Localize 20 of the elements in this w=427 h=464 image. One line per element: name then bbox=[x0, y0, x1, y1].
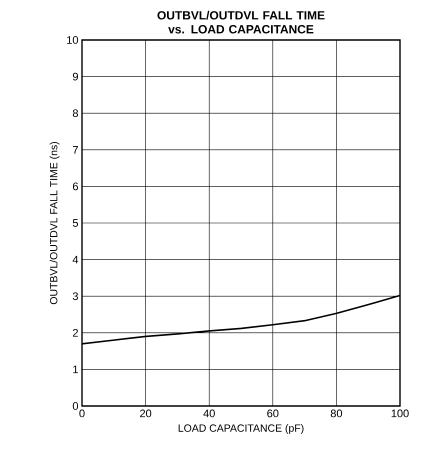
x-tick-label: 40 bbox=[203, 410, 215, 418]
y-tick-label: 3 bbox=[72, 292, 78, 300]
x-tick-label: 20 bbox=[140, 410, 152, 418]
y-tick-label: 0 bbox=[72, 402, 78, 410]
y-tick-label: 9 bbox=[72, 72, 78, 80]
y-tick-label: 2 bbox=[72, 328, 78, 337]
x-tick-label: 80 bbox=[330, 410, 342, 418]
y-tick-label: 1 bbox=[73, 366, 78, 374]
x-tick-label: 0 bbox=[79, 410, 85, 418]
y-axis-title: OUTBVL/OUTDVL FALL TIME (ns) bbox=[50, 142, 60, 304]
y-tick-label: 8 bbox=[72, 109, 78, 118]
x-tick-label: 60 bbox=[267, 410, 278, 418]
chart-title: OUTBVL/OUTDVL FALL TIME vs. LOAD CAPACITANCE bbox=[157, 10, 325, 34]
y-tick-label: 4 bbox=[72, 256, 78, 264]
y-tick-label: 7 bbox=[72, 146, 78, 154]
x-axis-title: LOAD CAPACITANCE (pF) bbox=[178, 424, 304, 434]
y-tick-label: 5 bbox=[72, 219, 78, 227]
y-tick-label: 6 bbox=[72, 182, 78, 190]
y-tick-label: 10 bbox=[67, 36, 78, 44]
x-tick-label: 100 bbox=[392, 410, 409, 418]
